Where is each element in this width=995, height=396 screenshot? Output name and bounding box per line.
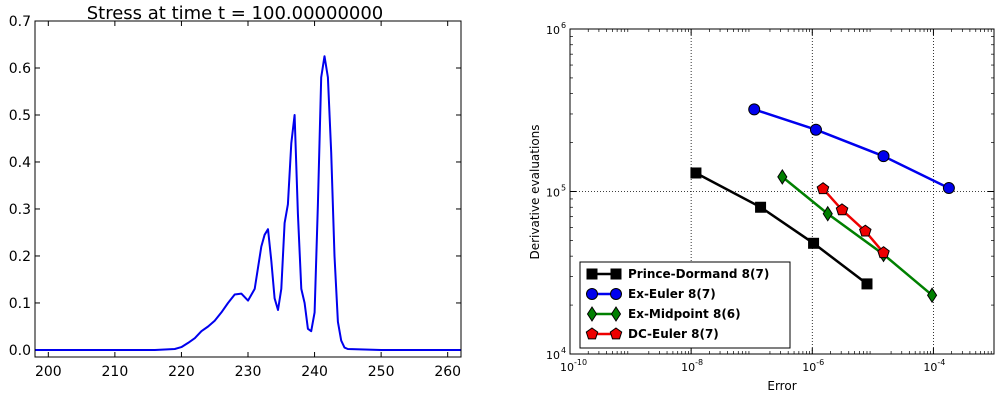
x-axis-label: Error [767, 379, 796, 393]
series-square [690, 167, 873, 290]
y-tick-label: 0.2 [9, 249, 31, 265]
legend-item: Prince-Dormand 8(7) [586, 267, 769, 281]
data-point [748, 103, 761, 116]
legend-label: Ex-Euler 8(7) [628, 287, 716, 301]
y-tick-label: 0.1 [9, 296, 31, 312]
y-tick-label: 0.3 [9, 202, 31, 218]
legend-item: Ex-Midpoint 8(6) [586, 306, 741, 322]
data-point [835, 203, 849, 216]
data-point [816, 182, 830, 195]
data-point [942, 182, 955, 195]
legend-label: Ex-Midpoint 8(6) [628, 307, 741, 321]
data-point [877, 150, 890, 163]
work-precision-series [690, 103, 955, 304]
x-tick-label: 10 [923, 361, 937, 374]
legend-marker [586, 288, 598, 300]
legend-marker [585, 327, 599, 340]
y-tick-label: 10 [546, 24, 560, 37]
stress-chart: Stress at time t = 100.00000000 200 210 22… [9, 3, 462, 380]
legend-marker [610, 306, 622, 322]
stress-chart-ticks: 200 210 220 230 240 250 260 0.0 0.1 0.2 0.3 0.4 0.5 0… [9, 14, 461, 380]
x-tick-exponent: -4 [937, 358, 945, 367]
x-tick-label: 200 [35, 364, 62, 380]
stress-plot-frame [34, 20, 462, 358]
legend-marker [609, 327, 623, 340]
legend-item: Ex-Euler 8(7) [586, 287, 716, 301]
series-line [753, 108, 950, 190]
series-pentagon [816, 182, 890, 259]
y-tick-label: 0.4 [9, 155, 31, 171]
x-tick-label: 10 [560, 361, 574, 374]
y-tick-exponent: 6 [561, 21, 566, 30]
series-line [695, 171, 868, 285]
legend-marker [586, 306, 598, 322]
y-tick-label: 10 [546, 187, 560, 200]
x-tick-label: 10 [802, 361, 816, 374]
work-precision-chart: 10 -10 10 -8 10 -6 10 -410 410 510 6 Error Derivat… [528, 21, 995, 393]
x-tick-label: 210 [102, 364, 129, 380]
x-tick-exponent: -6 [816, 358, 824, 367]
data-point [777, 168, 788, 185]
legend: Prince-Dormand 8(7) Ex-Euler 8(7) Ex-Midpo… [579, 261, 791, 349]
x-tick-label: 250 [368, 364, 395, 380]
legend-label: Prince-Dormand 8(7) [628, 267, 769, 281]
y-tick-label: 10 [546, 349, 560, 362]
y-tick-label: 0.0 [9, 343, 31, 359]
data-point [926, 287, 938, 304]
data-point [809, 123, 822, 136]
series-circle [748, 103, 955, 195]
x-tick-label: 220 [168, 364, 195, 380]
stress-curve [35, 55, 461, 351]
x-tick-label: 230 [235, 364, 262, 380]
y-tick-label: 0.5 [9, 108, 31, 124]
y-axis-label: Derivative evaluations [528, 124, 542, 259]
data-point [690, 167, 702, 179]
legend-item: DC-Euler 8(7) [585, 327, 719, 341]
stress-chart-title: Stress at time t = 100.00000000 [87, 3, 384, 24]
work-precision-plot-frame [569, 28, 995, 355]
x-tick-exponent: -8 [695, 358, 703, 367]
legend-marker [610, 288, 622, 300]
data-point [822, 205, 833, 222]
data-point [755, 201, 767, 213]
x-tick-label: 10 [681, 361, 695, 374]
y-tick-exponent: 4 [561, 346, 566, 355]
legend-label: DC-Euler 8(7) [628, 327, 719, 341]
data-point [877, 246, 890, 259]
y-tick-label: 0.7 [9, 14, 31, 30]
data-point [859, 224, 872, 237]
x-tick-exponent: -10 [574, 358, 587, 367]
x-tick-label: 260 [434, 364, 461, 380]
x-tick-label: 240 [301, 364, 328, 380]
y-tick-exponent: 5 [561, 184, 566, 193]
data-point [861, 278, 873, 290]
data-point [808, 237, 820, 249]
legend-marker [586, 268, 598, 280]
legend-marker [610, 268, 622, 280]
series-line [781, 175, 933, 297]
series-line [822, 187, 885, 254]
y-tick-label: 0.6 [9, 61, 31, 77]
